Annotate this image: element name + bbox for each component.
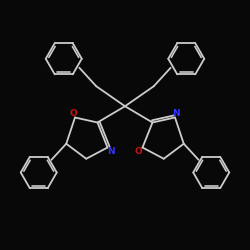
- Text: O: O: [70, 109, 78, 118]
- Text: N: N: [172, 109, 180, 118]
- Text: N: N: [108, 147, 115, 156]
- Text: O: O: [135, 147, 142, 156]
